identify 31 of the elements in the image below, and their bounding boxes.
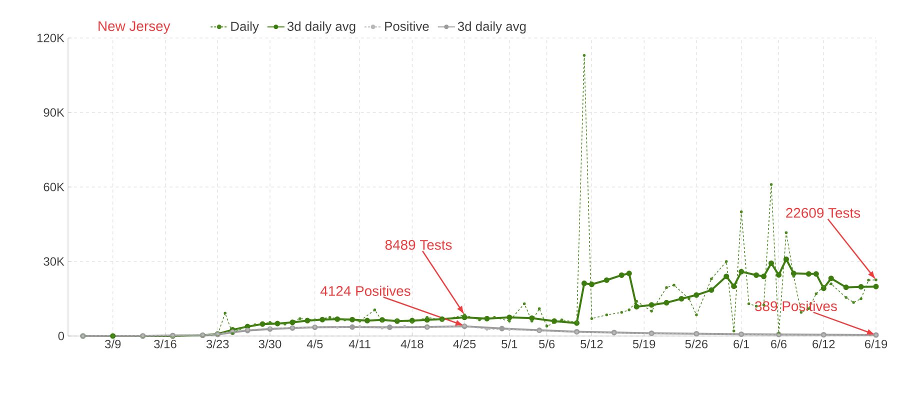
y-tick-label: 30K xyxy=(44,257,64,266)
x-tick-label: 5/12 xyxy=(580,340,603,348)
legend-label: Daily xyxy=(231,21,259,34)
x-tick-label: 5/6 xyxy=(538,340,555,348)
x-tick-label: 6/12 xyxy=(812,340,835,348)
chart-title: New Jersey xyxy=(98,21,170,34)
x-tick-label: 4/18 xyxy=(400,340,424,348)
annotation: 22609 Tests xyxy=(786,208,860,218)
y-tick-label: 120K xyxy=(37,34,64,42)
y-tick-label: 90K xyxy=(44,108,64,117)
x-tick-label: 4/25 xyxy=(453,340,476,348)
x-tick-label: 5/26 xyxy=(685,340,708,348)
x-tick-label: 6/1 xyxy=(734,340,750,348)
x-tick-label: 3/9 xyxy=(105,340,121,348)
legend-label: 3d daily avg xyxy=(458,21,526,34)
legend-label: 3d daily avg xyxy=(287,21,356,34)
annotation: 8489 Tests xyxy=(385,240,452,250)
x-tick-label: 5/1 xyxy=(502,340,518,348)
annotation: 389 Positives xyxy=(755,300,837,312)
annotation: 4124 Positives xyxy=(320,286,410,296)
y-tick-label: 60K xyxy=(44,182,64,192)
y-tick-label: 0 xyxy=(58,332,64,340)
x-tick-label: 6/19 xyxy=(864,340,888,348)
x-tick-label: 3/23 xyxy=(206,340,229,348)
x-tick-label: 6/6 xyxy=(771,340,787,348)
x-tick-label: 3/30 xyxy=(258,340,282,348)
x-tick-label: 4/11 xyxy=(348,340,370,348)
x-tick-label: 5/19 xyxy=(632,340,656,348)
legend-label: Positive xyxy=(385,21,429,31)
x-tick-label: 3/16 xyxy=(154,340,176,348)
x-tick-label: 4/5 xyxy=(306,340,323,348)
